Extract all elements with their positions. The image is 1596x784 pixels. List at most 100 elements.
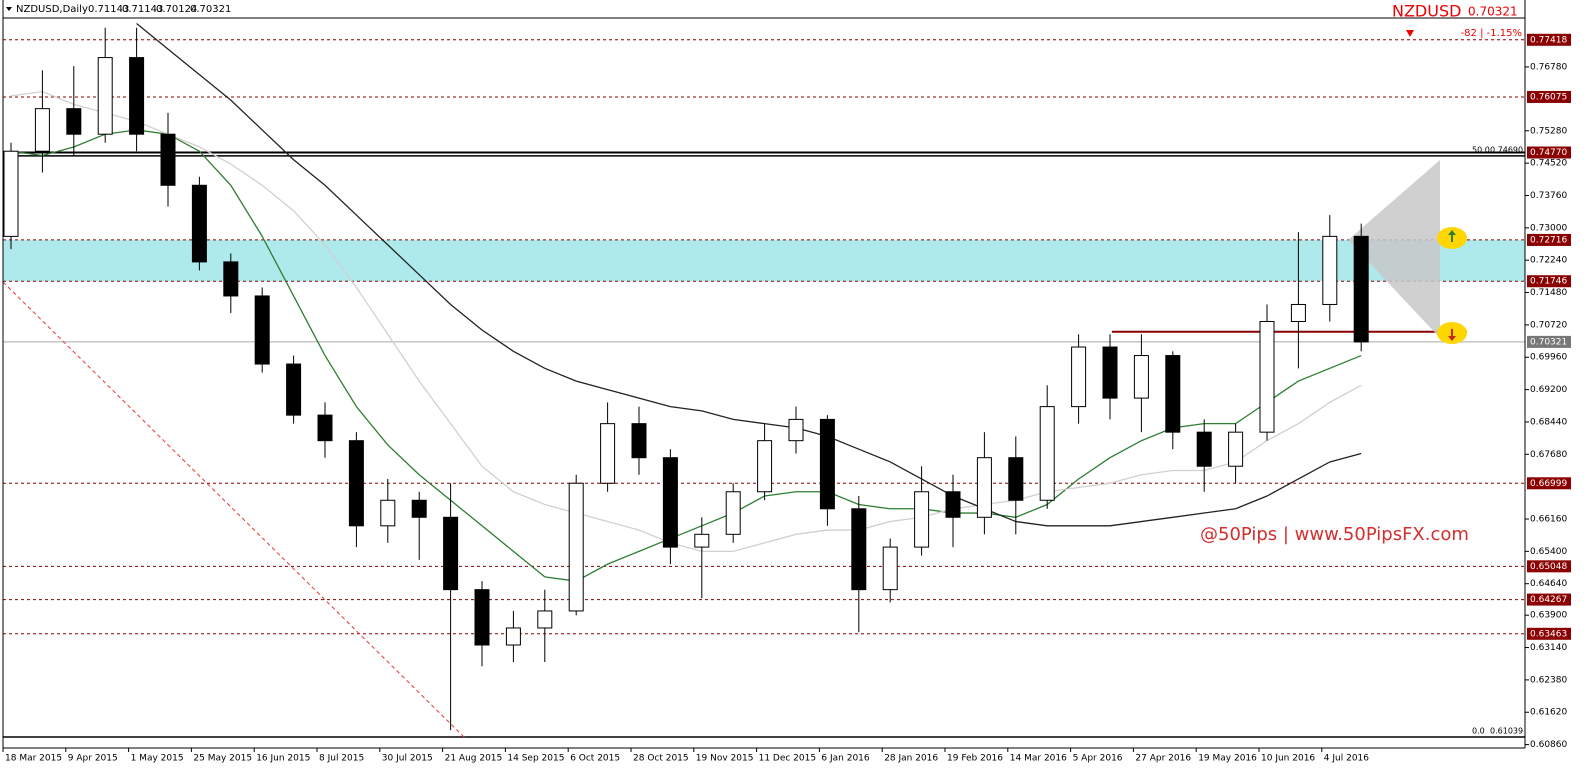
x-tick-label: 30 Jul 2015 — [382, 754, 433, 764]
level-label-box — [1527, 233, 1571, 246]
level-label-box — [1527, 477, 1571, 490]
candle-body — [380, 499, 396, 527]
candle-body — [1133, 355, 1149, 399]
level-label: 0.72716 — [1530, 235, 1567, 245]
x-tick-label: 6 Oct 2015 — [570, 754, 620, 764]
fib-price: 0.61039 — [1490, 726, 1523, 735]
x-tick-label: 11 Dec 2015 — [759, 754, 817, 764]
level-label: 0.70321 — [1530, 337, 1567, 347]
level-label: 0.74770 — [1530, 148, 1567, 158]
watermark: @50Pips | www.50PipsFX.com — [1200, 524, 1469, 545]
y-tick-label: 0.72240 — [1530, 256, 1567, 266]
candle-body — [631, 423, 647, 459]
candle-body — [191, 184, 207, 263]
y-tick-label: 0.68440 — [1530, 417, 1567, 427]
candle-body — [1165, 355, 1181, 433]
moving-average — [136, 23, 1362, 527]
candle-body — [725, 491, 741, 535]
x-tick-label: 19 Nov 2015 — [696, 754, 754, 764]
y-tick-label: 0.76780 — [1530, 62, 1567, 72]
candle-body — [1102, 346, 1118, 399]
level-label: 0.77418 — [1530, 35, 1567, 45]
down-triangle — [1406, 30, 1414, 37]
signal-arrow — [1448, 230, 1456, 242]
x-tick-label: 4 Jul 2016 — [1324, 754, 1369, 764]
candle-body — [945, 491, 961, 518]
y-tick-label: 0.75280 — [1530, 126, 1567, 136]
y-tick-label: 0.63140 — [1530, 643, 1567, 653]
candle-body — [3, 150, 19, 237]
level-label-box — [1527, 275, 1571, 288]
candle-body — [1039, 406, 1055, 501]
x-tick-label: 1 May 2015 — [131, 754, 184, 764]
candle-body — [976, 457, 992, 518]
candle-body — [1322, 235, 1338, 305]
x-tick-label: 5 Apr 2016 — [1073, 754, 1123, 764]
y-tick-label: 0.67680 — [1530, 450, 1567, 460]
candle-body — [1353, 235, 1369, 343]
y-tick-label: 0.69200 — [1530, 385, 1567, 395]
y-tick-label: 0.62380 — [1530, 675, 1567, 685]
level-layer — [3, 39, 1525, 738]
candle-body — [474, 589, 490, 646]
candle-body — [788, 418, 804, 442]
y-tick-label: 0.60860 — [1530, 740, 1567, 750]
header-high: 0.71143 — [122, 4, 163, 15]
y-tick-label: 0.65400 — [1530, 547, 1567, 557]
level-label-box — [1527, 593, 1571, 606]
candle-body — [1290, 303, 1306, 322]
y-tick-label: 0.66160 — [1530, 514, 1567, 524]
candle-body — [914, 491, 930, 548]
level-label: 0.76075 — [1530, 92, 1567, 102]
x-tick-label: 14 Mar 2016 — [1010, 754, 1067, 764]
x-tick-label: 19 Feb 2016 — [947, 754, 1003, 764]
x-tick-label: 28 Jan 2016 — [884, 754, 938, 764]
x-tick-label: 25 May 2015 — [193, 754, 252, 764]
trend-line — [2, 281, 466, 739]
x-tick-label: 14 Sep 2015 — [507, 754, 564, 764]
y-tick-label: 0.63900 — [1530, 611, 1567, 621]
level-label-box — [1527, 335, 1571, 348]
zone-layer — [3, 239, 1525, 282]
level-label-box — [1527, 90, 1571, 103]
y-tick-label: 0.70720 — [1530, 320, 1567, 330]
x-tick-label: 19 May 2016 — [1198, 754, 1257, 764]
candle-body — [600, 423, 616, 484]
candle-body — [568, 482, 584, 612]
signal-arrow — [1448, 329, 1456, 341]
level-label: 0.66999 — [1530, 479, 1567, 489]
candle-body — [411, 499, 427, 518]
level-label-box — [1527, 627, 1571, 640]
candle-body — [1196, 431, 1212, 467]
candle-body — [254, 295, 270, 365]
moving-average — [10, 90, 1362, 552]
candle-body — [1259, 320, 1275, 433]
header-symbol: NZDUSD,Daily — [16, 4, 88, 15]
level-label: 0.71746 — [1530, 277, 1567, 287]
decorations — [2, 7, 1467, 739]
x-tick-label: 21 Aug 2015 — [445, 754, 503, 764]
fib-level: 0.0 — [1472, 726, 1485, 735]
level-label: 0.64267 — [1530, 595, 1567, 605]
level-label: 0.63463 — [1530, 629, 1567, 639]
level-label-box — [1527, 146, 1571, 159]
y-tick-label: 0.64640 — [1530, 579, 1567, 589]
header-close: 0.70321 — [190, 4, 231, 15]
y-tick-label: 0.61620 — [1530, 708, 1567, 718]
fib-level: 50.0 — [1472, 145, 1490, 154]
change-text: -82 | -1.15% — [1461, 28, 1522, 39]
candle-body — [882, 546, 898, 591]
header-open: 0.71143 — [88, 4, 129, 15]
x-tick-label: 28 Oct 2015 — [633, 754, 689, 764]
x-tick-label: 27 Apr 2016 — [1135, 754, 1191, 764]
x-tick-label: 18 Mar 2015 — [5, 754, 62, 764]
moving-average — [10, 129, 1362, 582]
candle-body — [97, 57, 113, 135]
candle-body — [505, 627, 521, 646]
level-label: 0.65048 — [1530, 562, 1567, 572]
level-label-box — [1527, 33, 1571, 46]
header-low: 0.70124 — [156, 4, 197, 15]
x-tick-label: 10 Jun 2016 — [1261, 754, 1315, 764]
